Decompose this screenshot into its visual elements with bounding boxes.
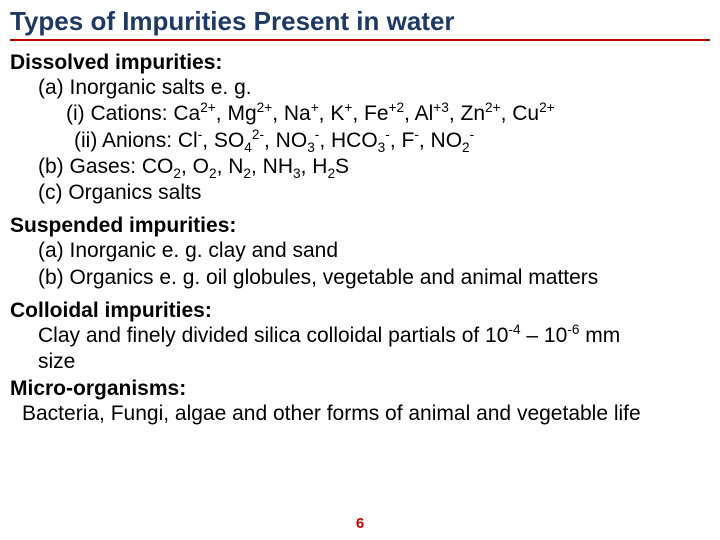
dissolved-head: Dissolved impurities: <box>10 51 710 75</box>
micro-line: Bacteria, Fungi, algae and other forms o… <box>10 401 710 427</box>
page-number: 6 <box>0 515 720 532</box>
dissolved-anions: (ii) Anions: Cl-, SO42-, NO3-, HCO3-, F-… <box>10 128 710 154</box>
colloidal-line2: size <box>10 349 710 375</box>
dissolved-cations: (i) Cations: Ca2+, Mg2+, Na+, K+, Fe+2, … <box>10 101 710 127</box>
cations-list: Ca2+, Mg2+, Na+, K+, Fe+2, Al+3, Zn2+, C… <box>173 102 554 125</box>
anions-list: Cl-, SO42-, NO3-, HCO3-, F-, NO2- <box>178 129 474 152</box>
slide: Types of Impurities Present in water Dis… <box>0 0 720 428</box>
colloidal-head: Colloidal impurities: <box>10 299 710 323</box>
dissolved-b: (b) Gases: CO2, O2, N2, NH3, H2S <box>10 154 710 180</box>
colloidal-line1: Clay and finely divided silica colloidal… <box>10 323 710 349</box>
suspended-a: (a) Inorganic e. g. clay and sand <box>10 238 710 264</box>
dissolved-a-intro: (a) Inorganic salts e. g. <box>10 75 710 101</box>
anions-label: (ii) Anions: <box>74 129 178 152</box>
dissolved-c: (c) Organics salts <box>10 180 710 206</box>
slide-title: Types of Impurities Present in water <box>10 6 710 41</box>
micro-head: Micro-organisms: <box>10 377 710 401</box>
cations-label: (i) Cations: <box>66 102 173 125</box>
suspended-b: (b) Organics e. g. oil globules, vegetab… <box>10 265 710 291</box>
suspended-head: Suspended impurities: <box>10 214 710 238</box>
